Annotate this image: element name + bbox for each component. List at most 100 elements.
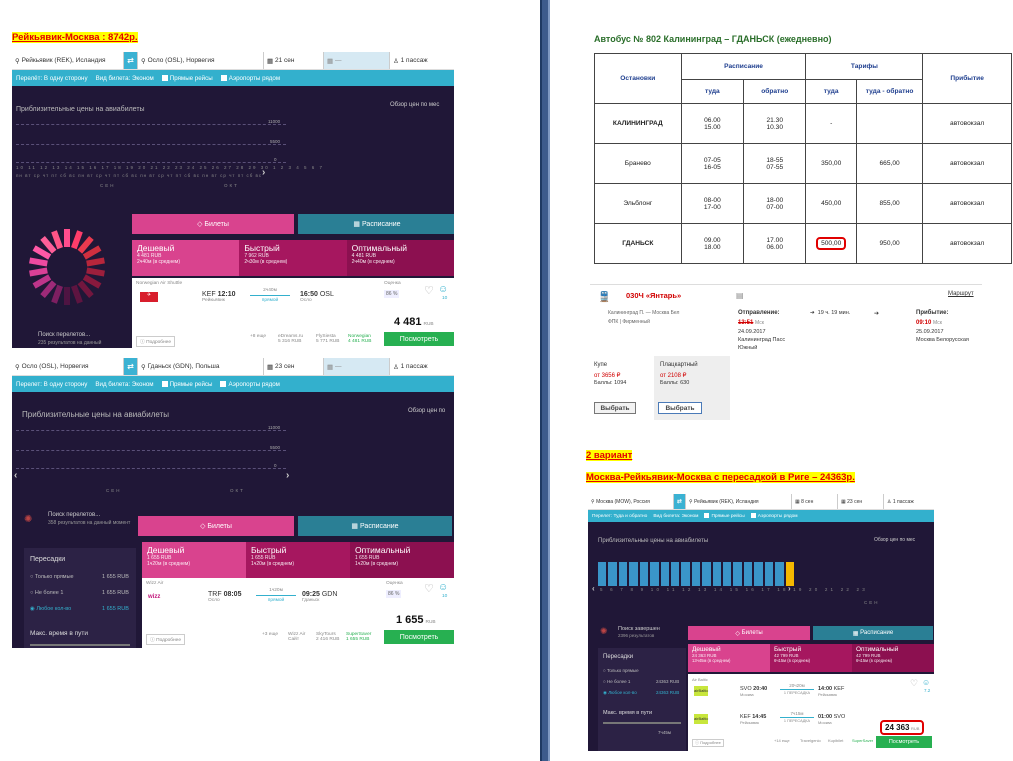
details-button[interactable]: ⓘ Подробнее: [146, 634, 186, 645]
swap-button[interactable]: ⇄: [674, 494, 686, 509]
offer-3[interactable]: SuperSaver: [852, 738, 874, 743]
time-slider[interactable]: [603, 722, 681, 724]
cheapest-option[interactable]: Дешевый 4 481 RUB 2ч40м (в среднем): [132, 240, 240, 276]
time-slider[interactable]: [30, 644, 130, 646]
fastest-option[interactable]: Быстрый 7 962 RUB 2ч30м (в среднем): [239, 240, 347, 276]
offer-2[interactable]: FlySiesta 5 771 RUB: [316, 334, 340, 344]
fastest-option[interactable]: Быстрый 42 799 RUB 6ч15м (в среднем): [770, 644, 852, 672]
choose-platskart-button[interactable]: Выбрать: [658, 402, 702, 414]
return-date-field[interactable]: ▦ —: [324, 358, 390, 375]
tab-schedule[interactable]: ▦ Расписание: [813, 626, 933, 640]
price-bar[interactable]: [785, 562, 795, 586]
more-offers[interactable]: +8 еще: [250, 334, 267, 339]
from-field[interactable]: ⚲ Москва (MOW), Россия: [588, 494, 674, 509]
filter-max-one[interactable]: ○ Не более 1: [30, 590, 64, 596]
date-field[interactable]: ▦ 21 сен: [264, 52, 324, 69]
view-button[interactable]: Посмотреть: [384, 630, 454, 644]
price-bar[interactable]: [743, 562, 753, 586]
price-bar[interactable]: [608, 562, 617, 586]
offer-1[interactable]: Wizz Air Сайт: [288, 632, 306, 642]
offer-1[interactable]: Travelgenio: [800, 738, 821, 743]
optimal-option[interactable]: Оптимальный 4 481 RUB 2ч40м (в среднем): [346, 240, 454, 276]
ticket-class-select[interactable]: Вид билета: Эконом: [653, 513, 699, 519]
choose-coupe-button[interactable]: Выбрать: [594, 402, 636, 414]
more-offers[interactable]: +14 еще: [774, 738, 790, 743]
view-button[interactable]: Посмотреть: [384, 332, 454, 346]
price-bar[interactable]: [702, 562, 711, 586]
price-bar[interactable]: [629, 562, 638, 586]
nearby-checkbox[interactable]: Аэропорты рядом: [220, 75, 280, 82]
offer-2[interactable]: Kupibilet: [828, 738, 844, 743]
heart-icon[interactable]: ♡: [424, 583, 434, 595]
filter-any[interactable]: ◉ Любое кол-во: [30, 606, 72, 612]
optimal-option[interactable]: Оптимальный 1 655 RUB 1ч20м (в среднем): [350, 542, 454, 578]
filter-direct-only[interactable]: ○ Только прямые: [603, 668, 639, 673]
direct-checkbox[interactable]: Прямые рейсы: [704, 513, 745, 519]
chart-next-arrow[interactable]: ›: [286, 470, 290, 481]
chart-next-arrow[interactable]: ›: [788, 584, 791, 593]
nearby-checkbox[interactable]: Аэропорты рядом: [220, 381, 280, 388]
fastest-option[interactable]: Быстрый 1 655 RUB 1ч20м (в среднем): [246, 542, 350, 578]
price-bar[interactable]: [650, 562, 659, 586]
price-bar[interactable]: [733, 562, 742, 586]
date-field[interactable]: ▦ 23 сен: [264, 358, 324, 375]
offer-3[interactable]: Norwegian 4 481 RUB: [348, 334, 372, 344]
tab-schedule[interactable]: ▦ Расписание: [298, 214, 454, 234]
price-bar[interactable]: [681, 562, 690, 586]
offer-3[interactable]: SuperSaver 1 655 RUB: [346, 632, 372, 642]
more-offers[interactable]: +3 еще: [262, 632, 279, 637]
from-field[interactable]: ⚲ Рейкьявик (REK), Исландия: [12, 52, 124, 69]
filter-any[interactable]: ◉ Любое кол-во: [603, 690, 637, 695]
optimal-option[interactable]: Оптимальный 42 799 RUB 6ч15м (в среднем): [852, 644, 934, 672]
passengers-field[interactable]: ♙ 1 пассаж: [393, 57, 428, 65]
price-overview-link[interactable]: Обзор цен по мес: [874, 537, 916, 543]
passengers-field[interactable]: ♙ 1 пассаж: [887, 498, 914, 505]
heart-icon[interactable]: ♡: [424, 285, 434, 297]
price-bar[interactable]: [775, 562, 784, 586]
from-field[interactable]: ⚲ Осло (OSL), Норвегия: [12, 358, 124, 375]
cheapest-option[interactable]: Дешевый 24 363 RUB 13ч45м (в среднем): [688, 644, 770, 672]
return-date-field[interactable]: ▦ 23 сен: [838, 494, 884, 509]
price-bar[interactable]: [660, 562, 669, 586]
tab-schedule[interactable]: ▦ Расписание: [298, 516, 452, 536]
price-bar[interactable]: [618, 562, 628, 586]
chart-prev-arrow[interactable]: ‹: [592, 584, 595, 593]
price-bar[interactable]: [670, 562, 680, 586]
cheapest-option[interactable]: Дешевый 1 655 RUB 1ч20м (в среднем): [142, 542, 246, 578]
price-bar[interactable]: [764, 562, 774, 586]
view-button[interactable]: Посмотреть: [876, 736, 932, 748]
price-overview-link[interactable]: Обзор цен по: [408, 408, 446, 414]
heart-icon[interactable]: ♡: [910, 678, 919, 688]
nearby-checkbox[interactable]: Аэропорты рядом: [750, 513, 798, 519]
to-field[interactable]: ⚲ Гданьск (GDN), Польша: [138, 358, 264, 375]
price-bar[interactable]: [639, 562, 649, 586]
to-field[interactable]: ⚲ Рейкьявик (REK), Исландия: [686, 494, 792, 509]
price-overview-link[interactable]: Обзор цен по мес: [390, 102, 440, 108]
to-field[interactable]: ⚲ Осло (OSL), Норвегия: [138, 52, 264, 69]
passengers-field[interactable]: ♙ 1 пассаж: [393, 363, 428, 371]
date-field[interactable]: ▦ 8 сен: [792, 494, 838, 509]
swap-button[interactable]: ⇄: [124, 52, 138, 69]
price-bar[interactable]: [712, 562, 722, 586]
details-button[interactable]: ⓘ Подробнее: [136, 336, 176, 347]
offer-1[interactable]: eDreams.ru 5 316 RUB: [278, 334, 304, 344]
direct-checkbox[interactable]: Прямые рейсы: [161, 75, 213, 82]
chart-next-arrow[interactable]: ›: [262, 167, 266, 178]
route-link[interactable]: Маршрут: [948, 291, 974, 297]
price-bar[interactable]: [754, 562, 763, 586]
chart-prev-arrow[interactable]: ‹: [14, 470, 18, 481]
ticket-class-select[interactable]: Вид билета: Эконом: [95, 74, 154, 82]
tab-tickets[interactable]: ◇ Билеты: [138, 516, 294, 536]
filter-direct-only[interactable]: ○ Только прямые: [30, 574, 74, 580]
swap-button[interactable]: ⇄: [124, 358, 138, 375]
offer-2[interactable]: SkyTours 2 416 RUB: [316, 632, 340, 642]
price-bar[interactable]: [691, 562, 701, 586]
direct-checkbox[interactable]: Прямые рейсы: [161, 381, 212, 388]
details-button[interactable]: ⓘ Подробнее: [692, 739, 724, 747]
trip-type-select[interactable]: Перелет: Туда и обратно: [592, 513, 648, 519]
price-bar[interactable]: [723, 562, 732, 586]
trip-type-select[interactable]: Перелет: В одну сторону: [16, 380, 88, 388]
return-date-field[interactable]: ▦ —: [324, 52, 390, 69]
filter-max-one[interactable]: ○ Не более 1: [603, 679, 631, 684]
trip-type-select[interactable]: Перелёт: В одну сторону: [16, 74, 88, 82]
